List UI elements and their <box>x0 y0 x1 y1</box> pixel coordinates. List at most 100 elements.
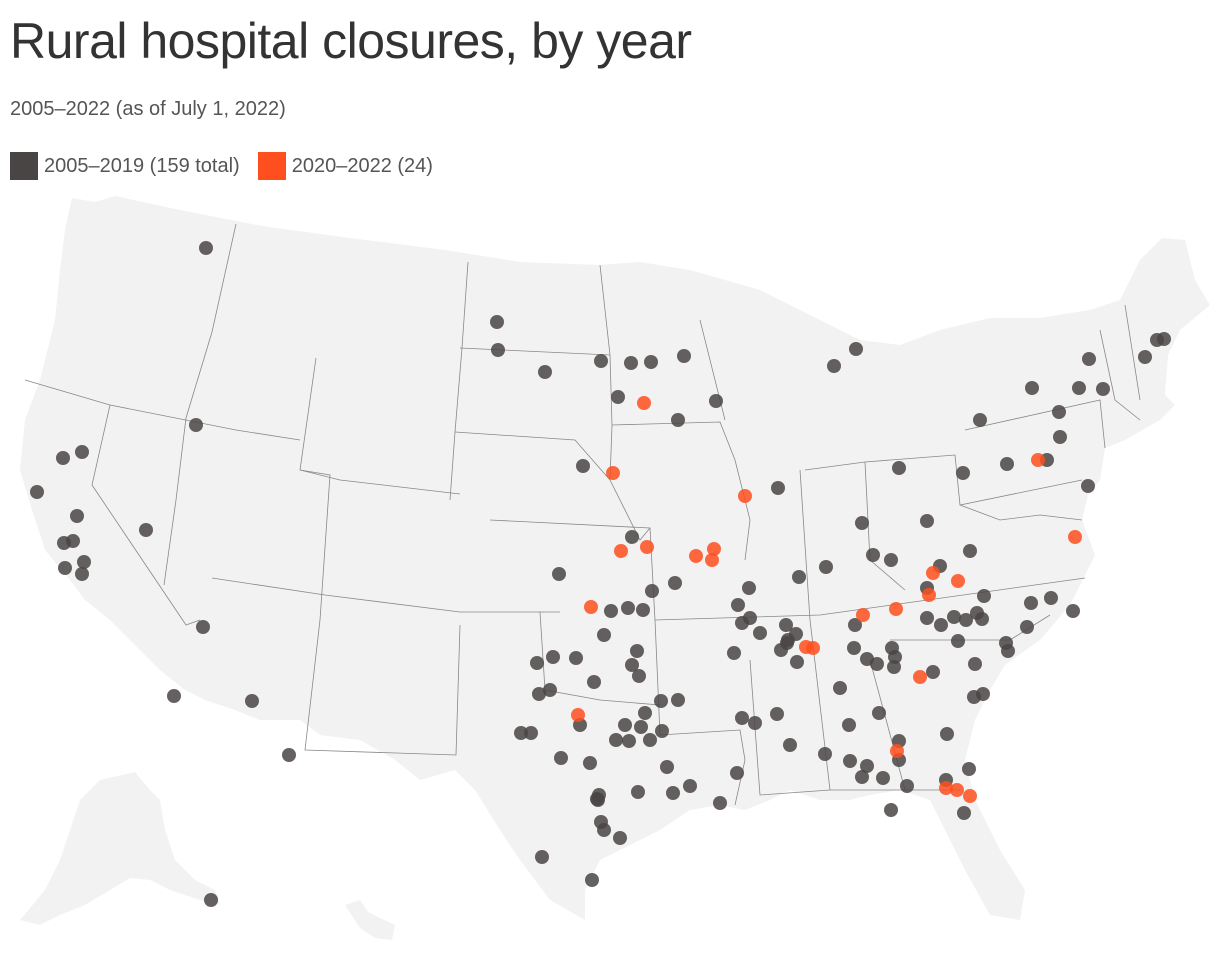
closure-marker-2005-2019 <box>75 567 89 581</box>
closure-marker-2005-2019 <box>827 359 841 373</box>
closure-marker-2005-2019 <box>668 576 682 590</box>
closure-marker-2005-2019 <box>735 616 749 630</box>
closure-marker-2005-2019 <box>959 613 973 627</box>
closure-marker-2005-2019 <box>655 724 669 738</box>
closure-marker-2005-2019 <box>951 634 965 648</box>
closure-marker-2005-2019 <box>973 413 987 427</box>
closure-marker-2005-2019 <box>66 534 80 548</box>
closure-marker-2020-2022 <box>640 540 654 554</box>
closure-marker-2005-2019 <box>660 760 674 774</box>
closure-marker-2005-2019 <box>204 893 218 907</box>
chart-title: Rural hospital closures, by year <box>10 13 692 69</box>
legend-item-2005-2019: 2005–2019 (159 total) <box>10 152 240 180</box>
closure-marker-2005-2019 <box>530 656 544 670</box>
closure-marker-2005-2019 <box>624 356 638 370</box>
closure-marker-2005-2019 <box>638 706 652 720</box>
closure-marker-2020-2022 <box>963 789 977 803</box>
closure-marker-2020-2022 <box>922 588 936 602</box>
closure-marker-2005-2019 <box>753 626 767 640</box>
closure-marker-2020-2022 <box>806 641 820 655</box>
closure-marker-2005-2019 <box>538 365 552 379</box>
closure-marker-2005-2019 <box>631 785 645 799</box>
closure-marker-2005-2019 <box>622 734 636 748</box>
closure-marker-2005-2019 <box>636 603 650 617</box>
closure-marker-2005-2019 <box>872 706 886 720</box>
closure-marker-2005-2019 <box>774 643 788 657</box>
closure-marker-2005-2019 <box>644 355 658 369</box>
closure-marker-2005-2019 <box>968 657 982 671</box>
closure-marker-2005-2019 <box>1001 644 1015 658</box>
closure-marker-2005-2019 <box>1081 479 1095 493</box>
closure-marker-2005-2019 <box>543 683 557 697</box>
closure-marker-2005-2019 <box>524 726 538 740</box>
closure-marker-2005-2019 <box>514 726 528 740</box>
closure-marker-2005-2019 <box>677 349 691 363</box>
closure-marker-2020-2022 <box>614 544 628 558</box>
hawaii-landmass <box>345 900 395 940</box>
legend-label-2005-2019: 2005–2019 (159 total) <box>44 154 240 177</box>
closure-marker-2005-2019 <box>892 461 906 475</box>
closure-marker-2020-2022 <box>951 574 965 588</box>
closure-marker-2005-2019 <box>139 523 153 537</box>
closure-marker-2005-2019 <box>75 445 89 459</box>
closure-marker-2005-2019 <box>957 806 971 820</box>
closure-marker-2005-2019 <box>976 687 990 701</box>
closure-marker-2005-2019 <box>1025 381 1039 395</box>
closure-marker-2005-2019 <box>654 694 668 708</box>
closure-marker-2005-2019 <box>1082 352 1096 366</box>
closure-marker-2005-2019 <box>947 610 961 624</box>
closure-marker-2005-2019 <box>730 766 744 780</box>
closure-marker-2005-2019 <box>819 560 833 574</box>
closure-marker-2005-2019 <box>1096 382 1110 396</box>
legend-swatch-2005-2019 <box>10 152 38 180</box>
closure-marker-2005-2019 <box>189 418 203 432</box>
closure-marker-2005-2019 <box>855 516 869 530</box>
closure-marker-2005-2019 <box>245 694 259 708</box>
state-border-line <box>91 404 201 626</box>
closure-marker-2005-2019 <box>196 620 210 634</box>
legend-swatch-2020-2022 <box>257 152 286 180</box>
closure-marker-2005-2019 <box>843 754 857 768</box>
closures-2005-2019 <box>30 241 1171 907</box>
closure-marker-2005-2019 <box>590 792 604 806</box>
closure-marker-2005-2019 <box>884 553 898 567</box>
closure-marker-2020-2022 <box>707 542 721 556</box>
closure-marker-2020-2022 <box>890 744 904 758</box>
closure-marker-2005-2019 <box>282 748 296 762</box>
closure-marker-2005-2019 <box>920 611 934 625</box>
closure-marker-2020-2022 <box>637 396 651 410</box>
closure-marker-2020-2022 <box>913 670 927 684</box>
closure-marker-2020-2022 <box>584 600 598 614</box>
closure-marker-2005-2019 <box>866 548 880 562</box>
alaska-landmass <box>20 772 220 925</box>
chart-subtitle: 2005–2022 (as of July 1, 2022) <box>10 98 286 120</box>
closure-marker-2005-2019 <box>618 718 632 732</box>
closure-marker-2005-2019 <box>585 873 599 887</box>
closure-marker-2020-2022 <box>606 466 620 480</box>
closure-marker-2005-2019 <box>609 733 623 747</box>
closure-marker-2005-2019 <box>630 644 644 658</box>
closure-marker-2020-2022 <box>738 489 752 503</box>
closure-marker-2005-2019 <box>70 509 84 523</box>
state-border-line <box>1124 304 1141 401</box>
closure-marker-2005-2019 <box>576 459 590 473</box>
closure-marker-2005-2019 <box>77 555 91 569</box>
closure-marker-2005-2019 <box>920 514 934 528</box>
closure-marker-2005-2019 <box>848 618 862 632</box>
closure-marker-2005-2019 <box>926 665 940 679</box>
closure-marker-2005-2019 <box>884 803 898 817</box>
closure-marker-2020-2022 <box>705 553 719 567</box>
closure-marker-2005-2019 <box>30 485 44 499</box>
closure-marker-2005-2019 <box>962 762 976 776</box>
closure-marker-2005-2019 <box>1024 596 1038 610</box>
closure-marker-2020-2022 <box>889 602 903 616</box>
closure-marker-2005-2019 <box>975 612 989 626</box>
closure-marker-2005-2019 <box>625 530 639 544</box>
closure-marker-2005-2019 <box>1000 457 1014 471</box>
legend-item-2020-2022: 2020–2022 (24) <box>257 152 433 180</box>
closure-marker-2005-2019 <box>849 342 863 356</box>
closure-marker-2005-2019 <box>490 315 504 329</box>
closure-marker-2020-2022 <box>1031 453 1045 467</box>
closure-marker-2005-2019 <box>731 598 745 612</box>
closure-marker-2005-2019 <box>587 675 601 689</box>
